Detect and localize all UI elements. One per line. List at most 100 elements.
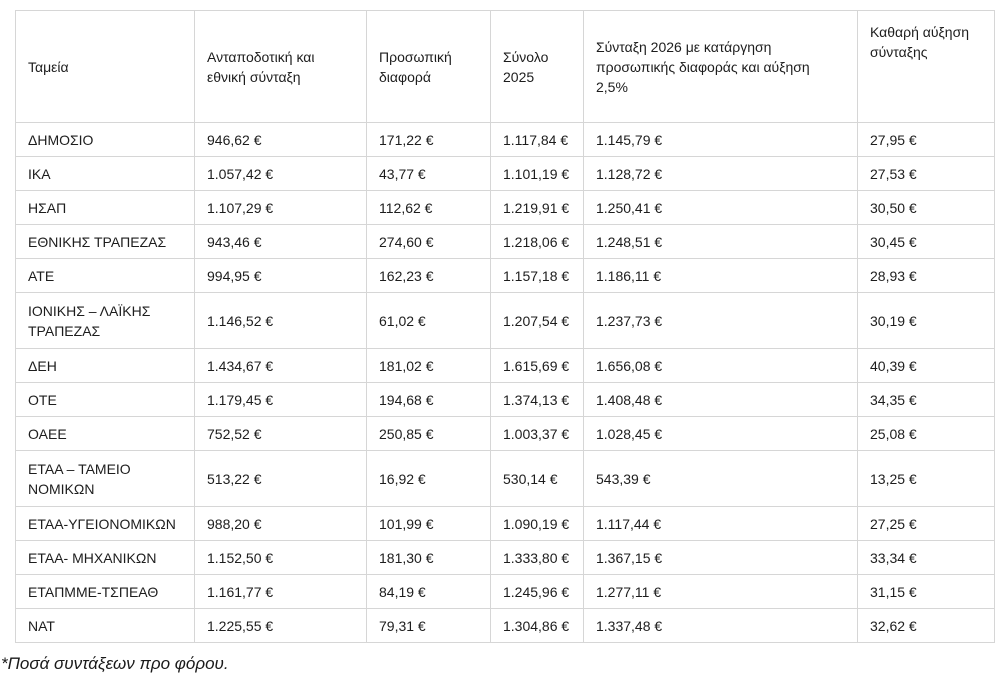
amount-cell: 40,39 €: [857, 348, 995, 383]
amount-cell: 33,34 €: [857, 540, 995, 575]
fund-name-cell: ΑΤΕ: [15, 258, 195, 293]
amount-cell: 1.374,13 €: [490, 382, 584, 417]
amount-cell: 1.003,37 €: [490, 416, 584, 451]
amount-cell: 43,77 €: [366, 156, 491, 191]
amount-cell: 1.367,15 €: [583, 540, 858, 575]
amount-cell: 1.304,86 €: [490, 608, 584, 643]
pension-funds-table: Ταμεία Ανταποδοτική και εθνική σύνταξη Π…: [15, 10, 995, 643]
amount-cell: 1.179,45 €: [194, 382, 367, 417]
amount-cell: 1.157,18 €: [490, 258, 584, 293]
amount-cell: 1.225,55 €: [194, 608, 367, 643]
table-row: ΟΤΕ 1.179,45 € 194,68 € 1.374,13 € 1.408…: [15, 382, 995, 417]
table-row: ΔΕΗ 1.434,67 € 181,02 € 1.615,69 € 1.656…: [15, 348, 995, 383]
amount-cell: 30,45 €: [857, 224, 995, 259]
amount-cell: 1.107,29 €: [194, 190, 367, 225]
amount-cell: 30,50 €: [857, 190, 995, 225]
amount-cell: 1.117,84 €: [490, 122, 584, 157]
amount-cell: 1.145,79 €: [583, 122, 858, 157]
column-header-funds: Ταμεία: [15, 10, 195, 123]
amount-cell: 162,23 €: [366, 258, 491, 293]
amount-cell: 34,35 €: [857, 382, 995, 417]
amount-cell: 1.333,80 €: [490, 540, 584, 575]
amount-cell: 79,31 €: [366, 608, 491, 643]
table-row: ΕΤΑΑ – ΤΑΜΕΙΟ ΝΟΜΙΚΩΝ 513,22 € 16,92 € 5…: [15, 450, 995, 507]
amount-cell: 27,25 €: [857, 506, 995, 541]
amount-cell: 27,53 €: [857, 156, 995, 191]
amount-cell: 30,19 €: [857, 292, 995, 349]
amount-cell: 943,46 €: [194, 224, 367, 259]
amount-cell: 181,02 €: [366, 348, 491, 383]
fund-name-cell: ΔΕΗ: [15, 348, 195, 383]
amount-cell: 1.434,67 €: [194, 348, 367, 383]
fund-name-cell: ΕΘΝΙΚΗΣ ΤΡΑΠΕΖΑΣ: [15, 224, 195, 259]
amount-cell: 274,60 €: [366, 224, 491, 259]
amount-cell: 530,14 €: [490, 450, 584, 507]
fund-name-cell: ΕΤΑΑ- ΜΗΧΑΝΙΚΩΝ: [15, 540, 195, 575]
amount-cell: 1.245,96 €: [490, 574, 584, 609]
amount-cell: 28,93 €: [857, 258, 995, 293]
fund-name-cell: ΔΗΜΟΣΙΟ: [15, 122, 195, 157]
table-row: ΕΤΑΑ-ΥΓΕΙΟΝΟΜΙΚΩΝ 988,20 € 101,99 € 1.09…: [15, 506, 995, 541]
amount-cell: 1.161,77 €: [194, 574, 367, 609]
amount-cell: 1.219,91 €: [490, 190, 584, 225]
amount-cell: 1.218,06 €: [490, 224, 584, 259]
amount-cell: 1.408,48 €: [583, 382, 858, 417]
table-row: ΙΚΑ 1.057,42 € 43,77 € 1.101,19 € 1.128,…: [15, 156, 995, 191]
table-body: ΔΗΜΟΣΙΟ 946,62 € 171,22 € 1.117,84 € 1.1…: [15, 122, 995, 643]
amount-cell: 1.090,19 €: [490, 506, 584, 541]
amount-cell: 1.277,11 €: [583, 574, 858, 609]
amount-cell: 1.146,52 €: [194, 292, 367, 349]
amount-cell: 25,08 €: [857, 416, 995, 451]
amount-cell: 16,92 €: [366, 450, 491, 507]
header-row: Ταμεία Ανταποδοτική και εθνική σύνταξη Π…: [15, 10, 995, 123]
table-row: ΗΣΑΠ 1.107,29 € 112,62 € 1.219,91 € 1.25…: [15, 190, 995, 225]
amount-cell: 1.028,45 €: [583, 416, 858, 451]
amount-cell: 543,39 €: [583, 450, 858, 507]
amount-cell: 946,62 €: [194, 122, 367, 157]
fund-name-cell: ΕΤΑΑ-ΥΓΕΙΟΝΟΜΙΚΩΝ: [15, 506, 195, 541]
amount-cell: 61,02 €: [366, 292, 491, 349]
table-row: ΑΤΕ 994,95 € 162,23 € 1.157,18 € 1.186,1…: [15, 258, 995, 293]
amount-cell: 1.186,11 €: [583, 258, 858, 293]
table-row: ΟΑΕΕ 752,52 € 250,85 € 1.003,37 € 1.028,…: [15, 416, 995, 451]
footnote: *Ποσά συντάξεων προ φόρου.: [1, 654, 229, 673]
amount-cell: 1.250,41 €: [583, 190, 858, 225]
column-header-personal-difference: Προσωπική διαφορά: [366, 10, 491, 123]
fund-name-cell: ΗΣΑΠ: [15, 190, 195, 225]
fund-name-cell: ΕΤΑΠΜΜΕ-ΤΣΠΕΑΘ: [15, 574, 195, 609]
amount-cell: 1.117,44 €: [583, 506, 858, 541]
table-row: ΕΘΝΙΚΗΣ ΤΡΑΠΕΖΑΣ 943,46 € 274,60 € 1.218…: [15, 224, 995, 259]
column-header-total-2025: Σύνολο 2025: [490, 10, 584, 123]
amount-cell: 513,22 €: [194, 450, 367, 507]
amount-cell: 32,62 €: [857, 608, 995, 643]
amount-cell: 250,85 €: [366, 416, 491, 451]
amount-cell: 752,52 €: [194, 416, 367, 451]
amount-cell: 84,19 €: [366, 574, 491, 609]
table-row: ΕΤΑΑ- ΜΗΧΑΝΙΚΩΝ 1.152,50 € 181,30 € 1.33…: [15, 540, 995, 575]
table-row: ΕΤΑΠΜΜΕ-ΤΣΠΕΑΘ 1.161,77 € 84,19 € 1.245,…: [15, 574, 995, 609]
column-header-contributory-national-pension: Ανταποδοτική και εθνική σύνταξη: [194, 10, 367, 123]
amount-cell: 1.128,72 €: [583, 156, 858, 191]
amount-cell: 13,25 €: [857, 450, 995, 507]
fund-name-cell: ΕΤΑΑ – ΤΑΜΕΙΟ ΝΟΜΙΚΩΝ: [15, 450, 195, 507]
amount-cell: 112,62 €: [366, 190, 491, 225]
amount-cell: 1.207,54 €: [490, 292, 584, 349]
amount-cell: 1.057,42 €: [194, 156, 367, 191]
column-header-net-increase: Καθαρή αύξηση σύνταξης: [857, 10, 995, 123]
table-row: ΝΑΤ 1.225,55 € 79,31 € 1.304,86 € 1.337,…: [15, 608, 995, 643]
table-header: Ταμεία Ανταποδοτική και εθνική σύνταξη Π…: [15, 10, 995, 123]
amount-cell: 1.237,73 €: [583, 292, 858, 349]
amount-cell: 27,95 €: [857, 122, 995, 157]
amount-cell: 1.615,69 €: [490, 348, 584, 383]
amount-cell: 101,99 €: [366, 506, 491, 541]
fund-name-cell: ΙΚΑ: [15, 156, 195, 191]
amount-cell: 1.337,48 €: [583, 608, 858, 643]
amount-cell: 1.656,08 €: [583, 348, 858, 383]
fund-name-cell: ΙΟΝΙΚΗΣ – ΛΑΪΚΗΣ ΤΡΑΠΕΖΑΣ: [15, 292, 195, 349]
fund-name-cell: ΟΤΕ: [15, 382, 195, 417]
column-header-pension-2026: Σύνταξη 2026 με κατάργηση προσωπικής δια…: [583, 10, 858, 123]
amount-cell: 1.248,51 €: [583, 224, 858, 259]
table-row: ΔΗΜΟΣΙΟ 946,62 € 171,22 € 1.117,84 € 1.1…: [15, 122, 995, 157]
fund-name-cell: ΟΑΕΕ: [15, 416, 195, 451]
